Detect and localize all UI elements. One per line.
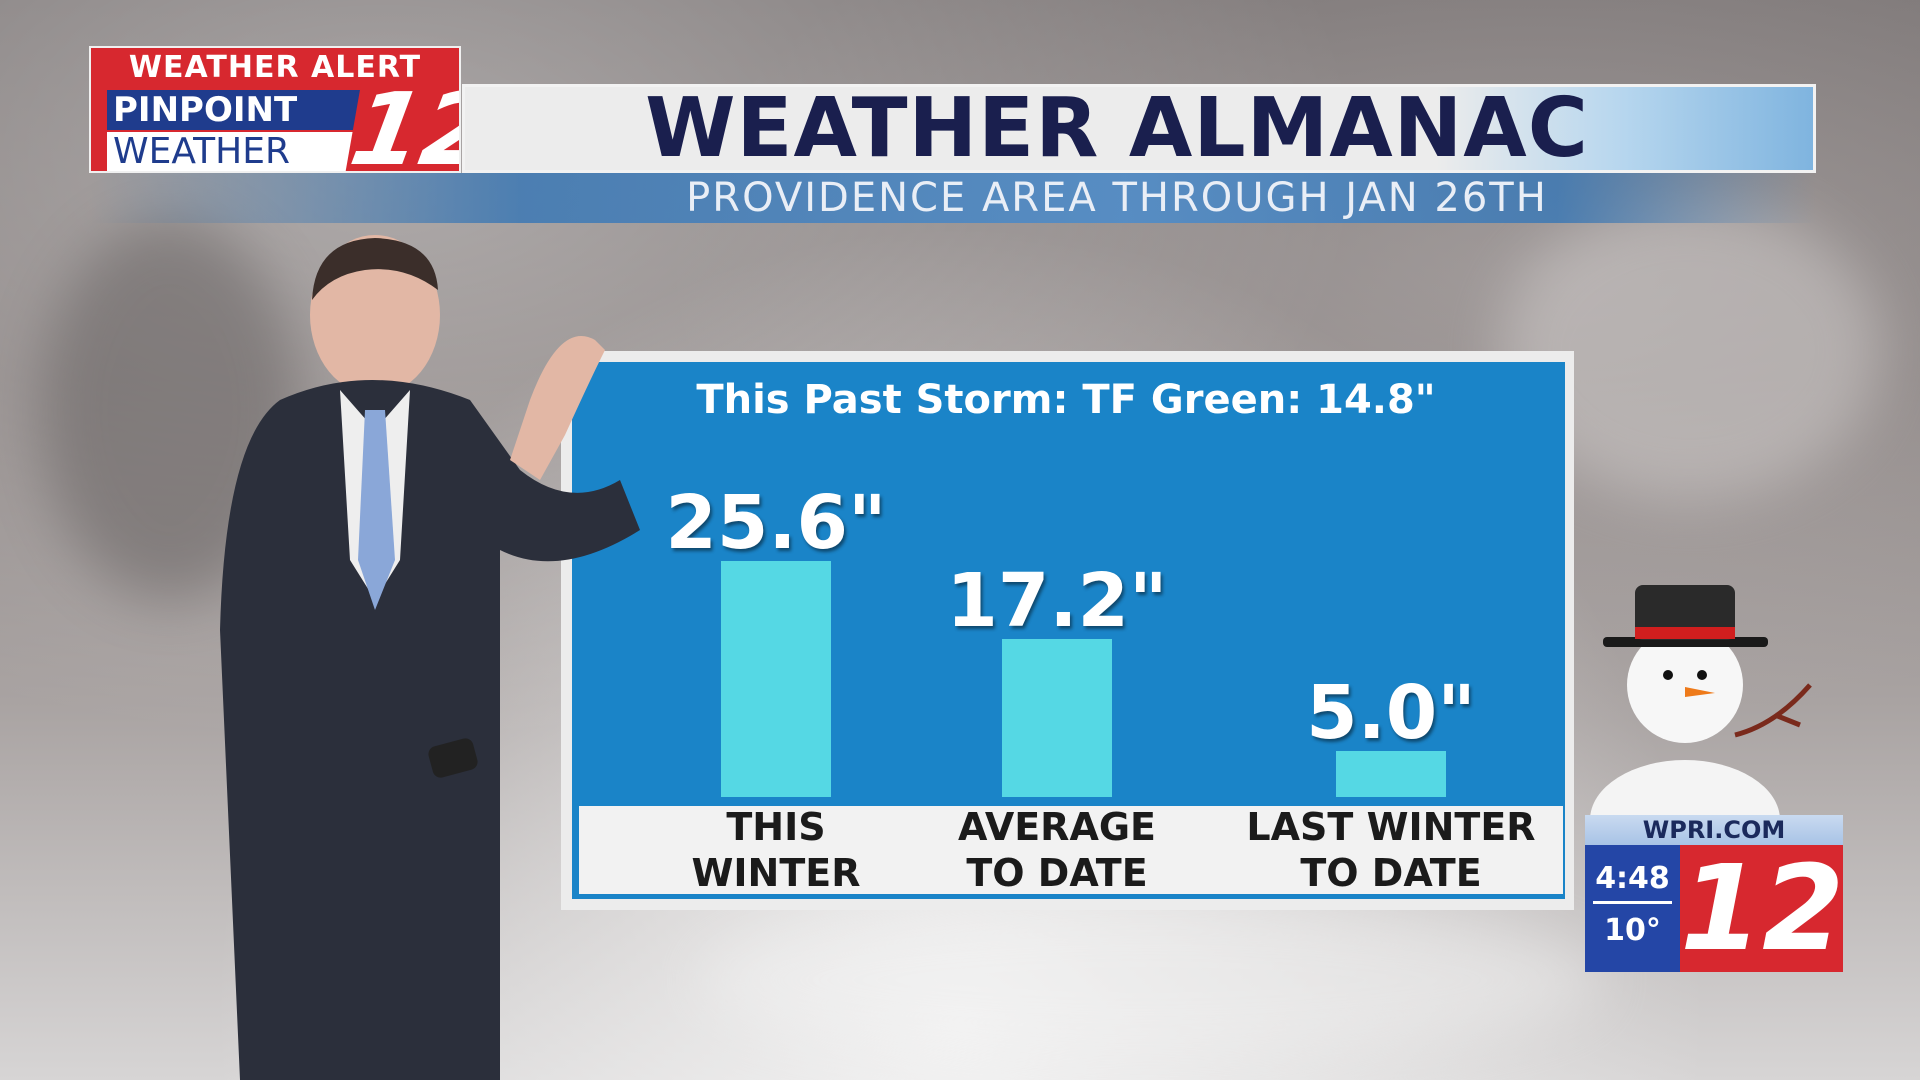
- stick-arm: [1734, 683, 1812, 738]
- background-blur: [700, 900, 1600, 1060]
- channel-number: 12: [343, 71, 459, 171]
- presenter-tie: [358, 410, 395, 610]
- weather-alert-label: WEATHER ALERT: [128, 50, 422, 85]
- presenter-suit: [220, 380, 640, 1080]
- bar-value-label-3: 5.0": [1306, 670, 1476, 756]
- category-label-line: LAST WINTER: [1246, 805, 1536, 849]
- category-label-line: WINTER: [691, 851, 861, 895]
- bar-1: [721, 561, 831, 797]
- snowman-eye: [1697, 670, 1707, 680]
- presenter-figure: [220, 235, 640, 1080]
- presenter-hand: [510, 336, 605, 480]
- subtitle-bar: [90, 173, 1816, 223]
- bar-value-label-2: 17.2": [946, 558, 1168, 644]
- snowman-decoration: [1590, 585, 1812, 855]
- current-temperature: 10°: [1604, 913, 1661, 948]
- station-website: WPRI.COM: [1585, 815, 1843, 845]
- category-label-line: TO DATE: [1300, 851, 1482, 895]
- category-label-strip: [579, 806, 1563, 894]
- category-label-line: THIS: [726, 805, 826, 849]
- hat-crown: [1635, 585, 1735, 640]
- bar-2: [1002, 639, 1112, 797]
- category-label-1: THIS WINTER: [616, 804, 936, 896]
- page-subtitle: PROVIDENCE AREA THROUGH JAN 26TH: [686, 175, 1548, 221]
- pinpoint-weather-logo: WEATHER ALERT PINPOINT WEATHER 12: [89, 46, 461, 173]
- station-bug: WPRI.COM 4:48 10° 12: [1585, 815, 1843, 972]
- divider: [1593, 901, 1672, 904]
- title-bar: [462, 84, 1816, 173]
- category-label-line: AVERAGE: [957, 805, 1156, 849]
- snowman-eye: [1663, 670, 1673, 680]
- category-label-3: LAST WINTER TO DATE: [1231, 804, 1551, 896]
- category-label-2: AVERAGE TO DATE: [897, 804, 1217, 896]
- channel-number: 12: [1680, 839, 1843, 972]
- snowman-head: [1627, 627, 1743, 743]
- current-time: 4:48: [1595, 861, 1670, 896]
- hat-band: [1635, 627, 1735, 639]
- bar-value-label-1: 25.6": [665, 480, 887, 566]
- clicker-remote: [428, 738, 478, 778]
- category-label-line: TO DATE: [966, 851, 1148, 895]
- carrot-nose-icon: [1685, 687, 1715, 697]
- bar-3: [1336, 751, 1446, 797]
- presenter-hair: [312, 238, 438, 300]
- time-temp-box: 4:48 10°: [1585, 845, 1680, 972]
- page-title: WEATHER ALMANAC: [645, 81, 1589, 176]
- storm-note: This Past Storm: TF Green: 14.8": [696, 377, 1436, 423]
